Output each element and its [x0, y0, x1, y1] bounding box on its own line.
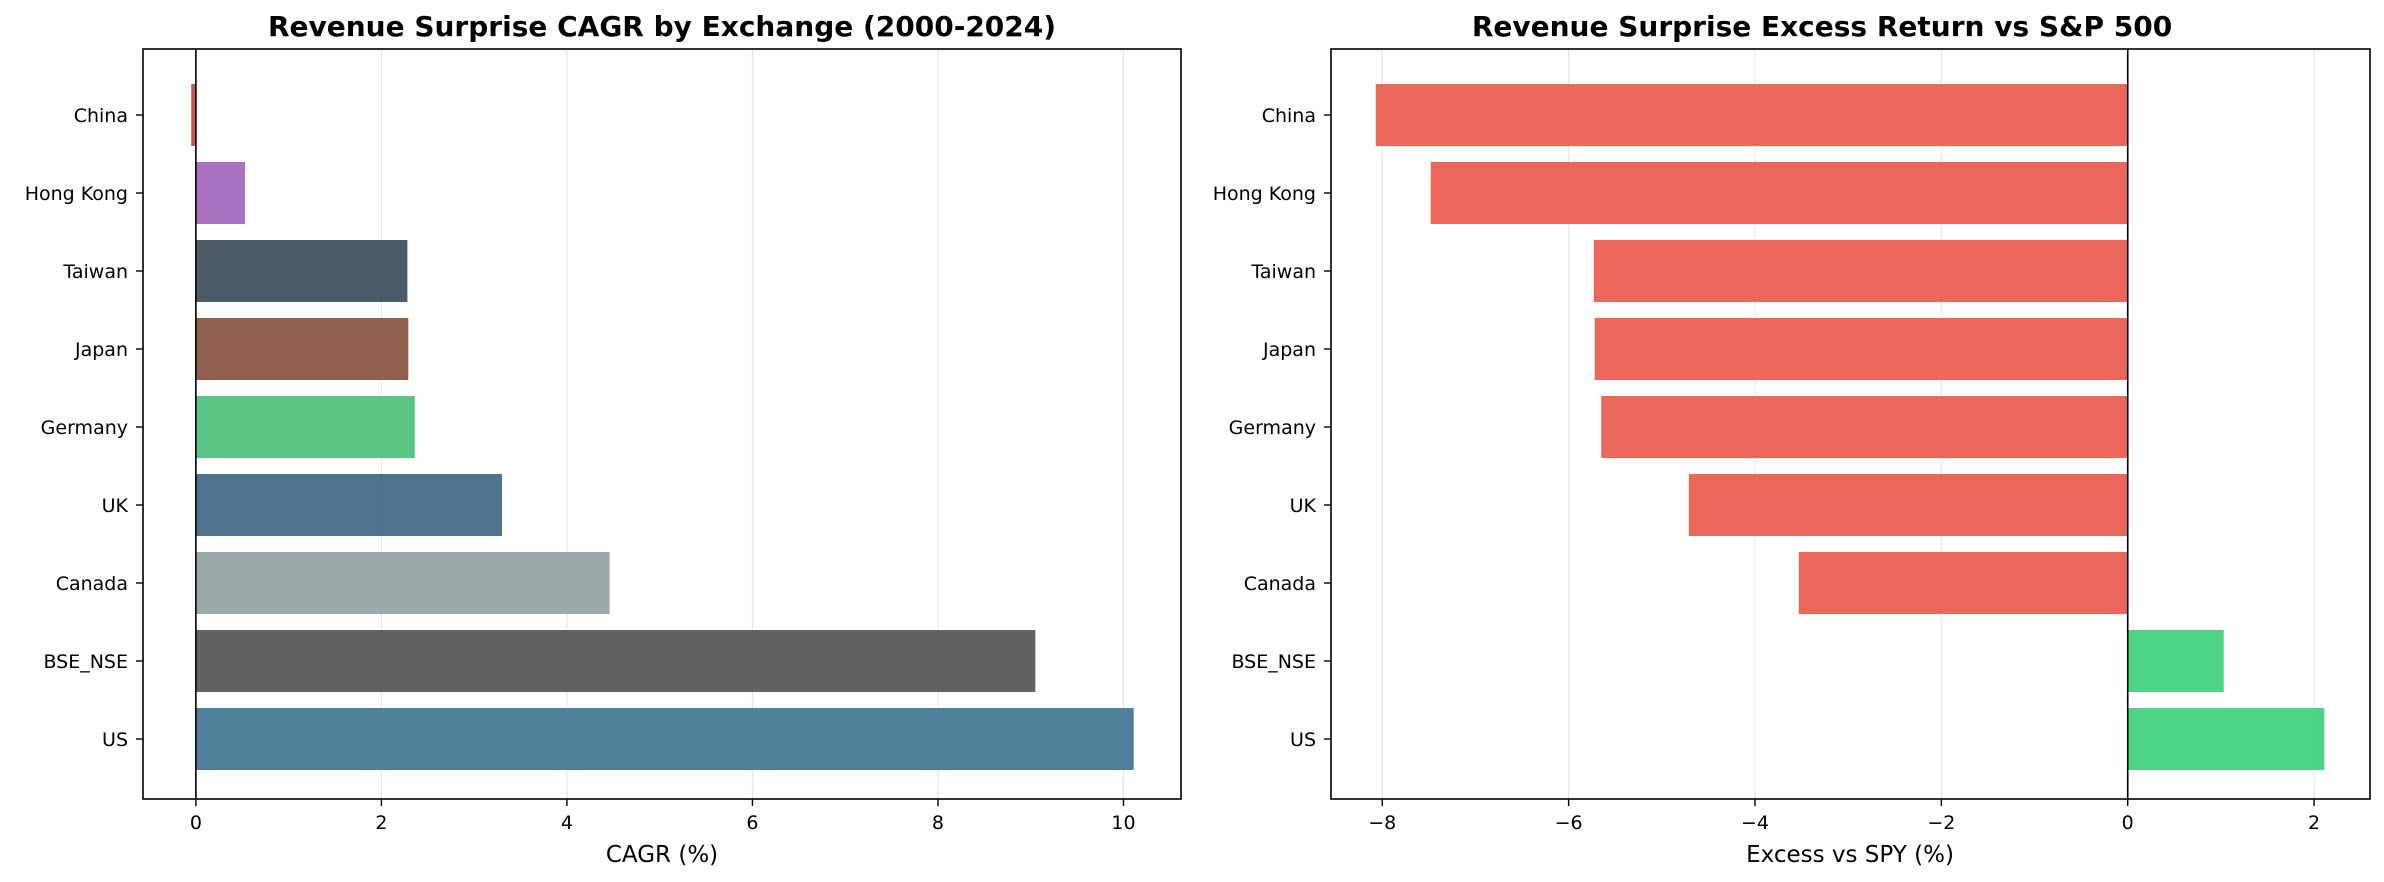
excess-return-x-axis-ticks: −8 −6 −4 −2 0 2	[1368, 799, 2320, 834]
cagr-bar-uk	[195, 474, 502, 536]
cagr-bar-japan	[195, 318, 409, 380]
excess-return-y-tick-label: Canada	[1244, 573, 1316, 595]
excess-return-bar-germany	[1601, 396, 2128, 458]
excess-return-y-tick-label: Japan	[1262, 339, 1316, 361]
cagr-bar-china	[191, 84, 196, 146]
excess-return-y-tick-label: Germany	[1229, 417, 1316, 439]
excess-return-bar-us	[2127, 708, 2325, 770]
excess-return-bar-bse-nse	[2127, 630, 2224, 692]
excess-return-y-tick-label: China	[1262, 105, 1316, 127]
excess-return-bar-hong-kong	[1430, 162, 2128, 224]
excess-return-x-axis-label: Excess vs SPY (%)	[1746, 842, 1954, 868]
cagr-y-tick-label: US	[102, 729, 128, 751]
excess-return-x-tick-label: 0	[2122, 812, 2134, 834]
cagr-x-axis-label: CAGR (%)	[606, 842, 718, 868]
excess-return-x-tick-label: −4	[1741, 812, 1769, 834]
cagr-chart-title: Revenue Surprise CAGR by Exchange (2000-…	[268, 10, 1056, 43]
cagr-y-tick-label: China	[74, 105, 128, 127]
cagr-bar-bse-nse	[195, 630, 1036, 692]
cagr-x-tick-label: 10	[1111, 812, 1135, 834]
excess-return-y-tick-label: Hong Kong	[1213, 183, 1316, 205]
excess-return-y-tick-label: UK	[1290, 495, 1317, 517]
excess-return-chart-panel: Revenue Surprise Excess Return vs S&P 50…	[1213, 10, 2371, 868]
excess-return-bar-uk	[1688, 474, 2128, 536]
cagr-bar-taiwan	[195, 240, 408, 302]
excess-return-bar-china	[1375, 84, 2128, 146]
excess-return-bar-canada	[1798, 552, 2128, 614]
excess-return-x-tick-label: −8	[1368, 812, 1396, 834]
excess-return-chart-title: Revenue Surprise Excess Return vs S&P 50…	[1472, 10, 2172, 43]
excess-return-bar-japan	[1594, 318, 2128, 380]
excess-return-bar-taiwan	[1593, 240, 2128, 302]
cagr-y-tick-label: UK	[102, 495, 129, 517]
cagr-bar-hong-kong	[195, 162, 246, 224]
cagr-bar-canada	[195, 552, 610, 614]
cagr-bar-germany	[195, 396, 415, 458]
cagr-bars	[191, 84, 1134, 770]
cagr-x-tick-label: 6	[746, 812, 758, 834]
excess-return-y-tick-label: Taiwan	[1250, 261, 1316, 283]
excess-return-x-tick-label: −6	[1555, 812, 1583, 834]
cagr-plot-frame	[142, 48, 1182, 800]
excess-return-bars	[1375, 84, 2325, 770]
excess-return-x-tick-label: −2	[1927, 812, 1955, 834]
excess-return-y-axis-ticks: China Hong Kong Taiwan Japan Germany UK Canada…	[1213, 105, 1331, 751]
cagr-y-tick-label: Hong Kong	[25, 183, 128, 205]
cagr-x-axis-ticks: 0 2 4 6 8 10	[190, 799, 1136, 834]
cagr-bar-us	[195, 708, 1134, 770]
cagr-y-axis-ticks: China Hong Kong Taiwan Japan Germany UK Canada…	[25, 105, 143, 751]
excess-return-plot-frame	[1330, 48, 2371, 800]
excess-return-x-tick-label: 2	[2308, 812, 2320, 834]
excess-return-y-tick-label: BSE_NSE	[1231, 651, 1316, 673]
cagr-y-tick-label: Taiwan	[62, 261, 128, 283]
cagr-y-tick-label: Canada	[56, 573, 128, 595]
cagr-x-tick-label: 2	[375, 812, 387, 834]
cagr-x-tick-label: 8	[932, 812, 944, 834]
cagr-y-tick-label: Japan	[74, 339, 128, 361]
excess-return-y-tick-label: US	[1290, 729, 1316, 751]
cagr-x-tick-label: 4	[561, 812, 573, 834]
cagr-x-tick-label: 0	[190, 812, 202, 834]
cagr-y-tick-label: Germany	[41, 417, 128, 439]
cagr-y-tick-label: BSE_NSE	[43, 651, 128, 673]
cagr-chart-panel: Revenue Surprise CAGR by Exchange (2000-…	[25, 10, 1182, 868]
